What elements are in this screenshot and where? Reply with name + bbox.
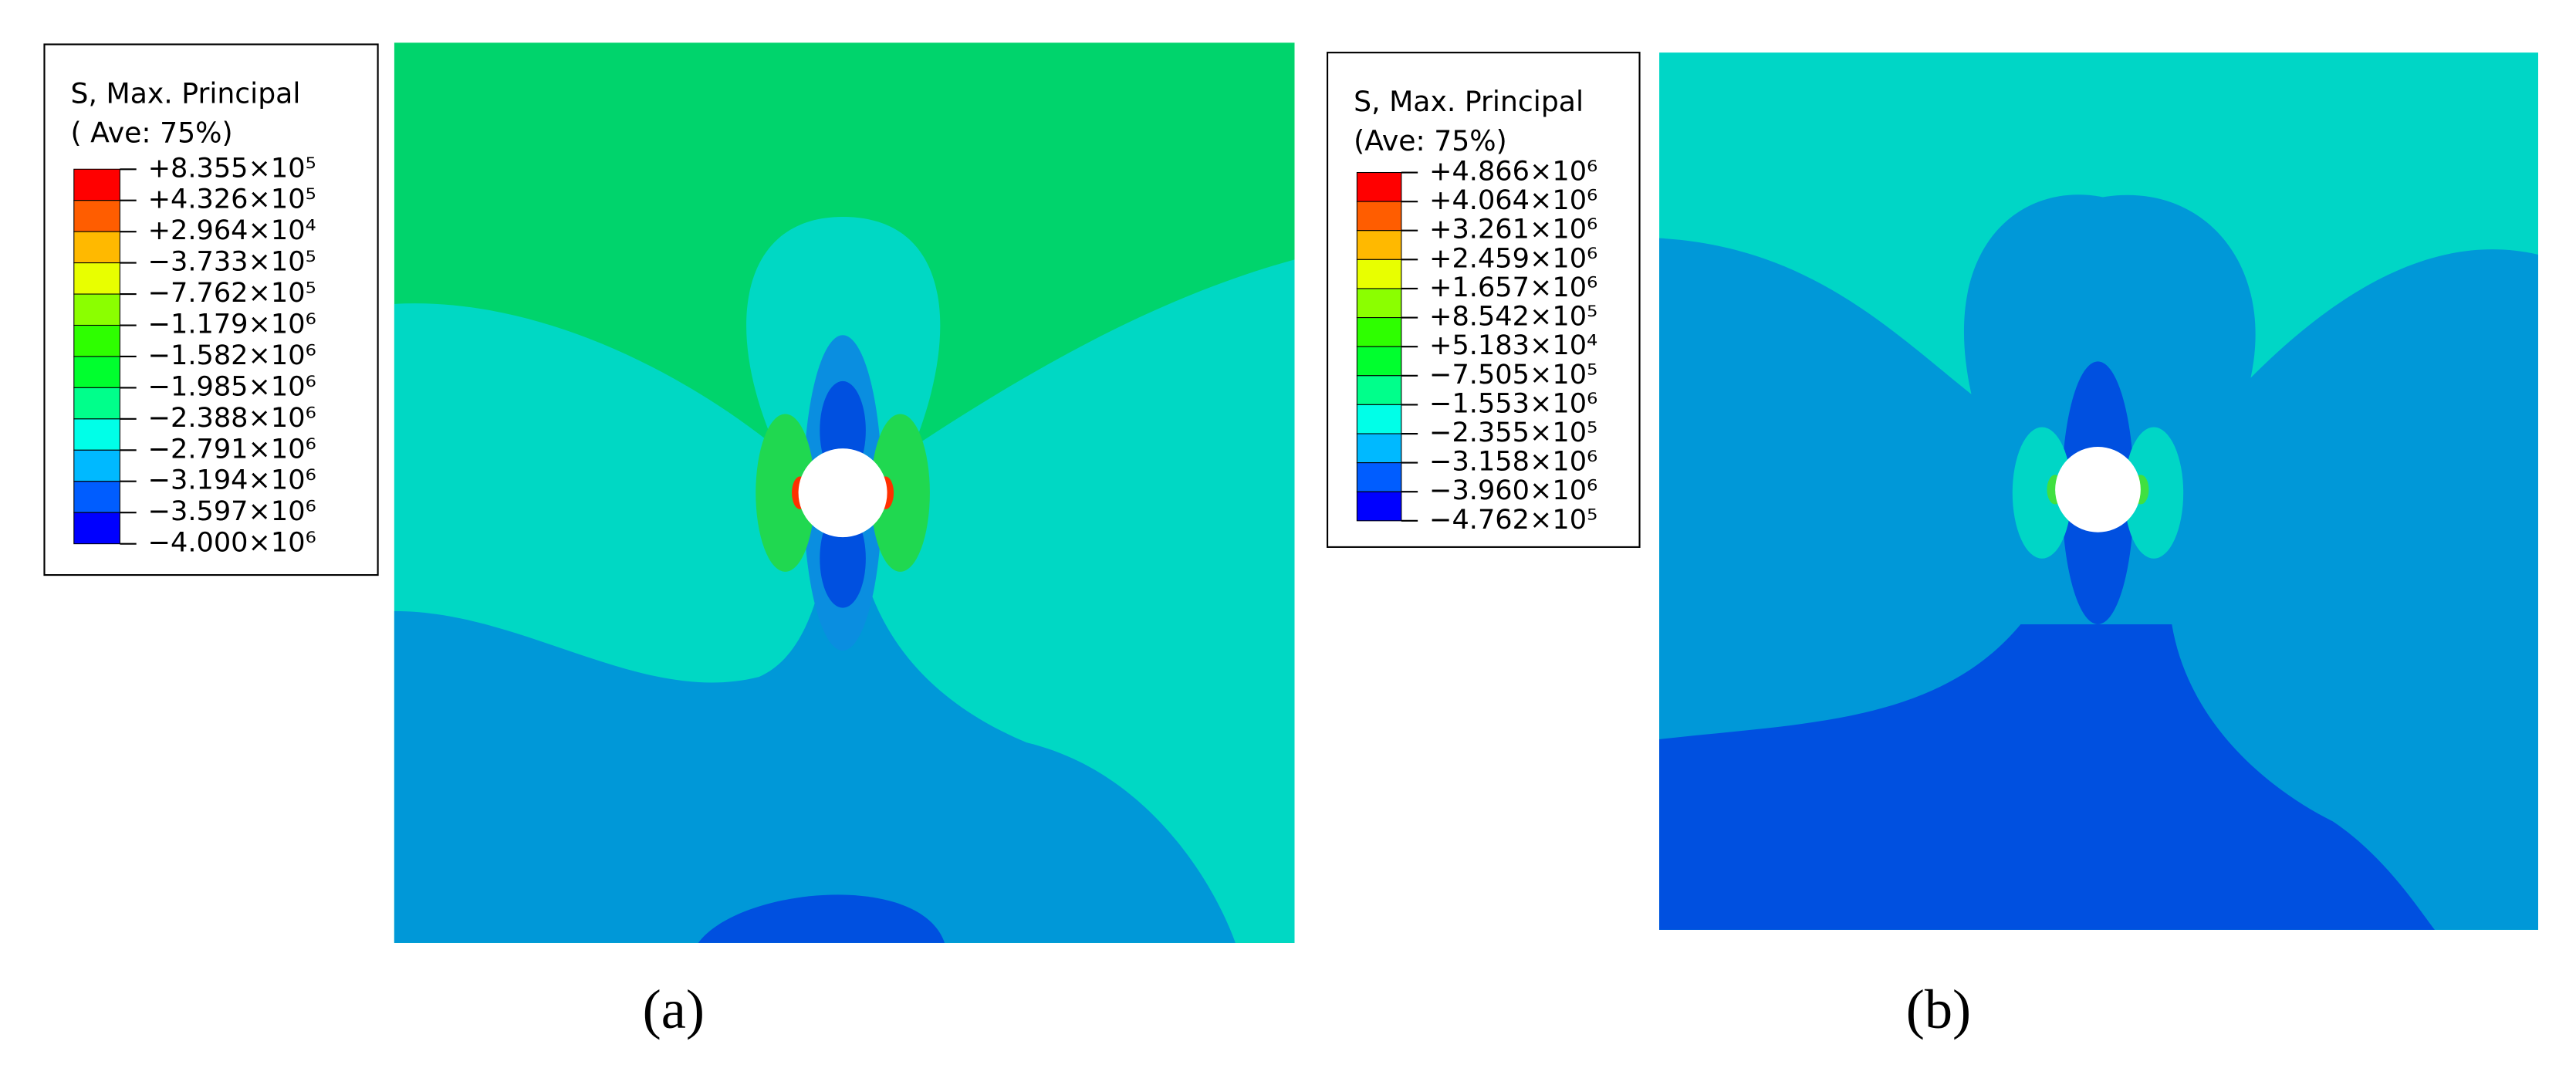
legend-swatch (1356, 404, 1402, 434)
legend-label: −4.762×10⁵ (1429, 504, 1597, 536)
legend-subtitle: ( Ave: 75%) (71, 117, 233, 150)
legend-label: +8.542×10⁵ (1429, 301, 1597, 333)
legend-label: +2.459×10⁶ (1429, 242, 1597, 274)
legend-swatch (73, 481, 120, 513)
legend-swatch (1356, 201, 1402, 232)
legend-swatch (73, 262, 120, 295)
legend-title: S, Max. Principal (71, 76, 301, 110)
legend-label: +2.964×10⁴ (148, 215, 316, 246)
figure-content: S, Max. Principal( Ave: 75%)+8.355×10⁵+4… (43, 42, 2538, 1040)
legend-label: +4.866×10⁶ (1429, 156, 1597, 188)
contour-plot-b (1659, 52, 2538, 930)
legend-label: −3.960×10⁶ (1429, 475, 1597, 506)
legend-swatch (73, 168, 120, 201)
legend-swatch (1356, 288, 1402, 319)
legend-swatch (73, 356, 120, 388)
legend-label: −7.762×10⁵ (148, 277, 316, 309)
legend-label: −2.388×10⁶ (148, 402, 316, 434)
legend-swatch (73, 293, 120, 326)
region (698, 894, 945, 943)
legend-label: −1.985×10⁶ (148, 370, 316, 402)
panel-caption: (b) (1906, 979, 1971, 1040)
legend-label: −4.000×10⁶ (148, 527, 316, 559)
legend-swatch (1356, 171, 1402, 202)
legend-label: −2.791×10⁶ (148, 433, 316, 465)
region (2124, 427, 2184, 559)
legend-label: −3.194×10⁶ (148, 465, 316, 496)
legend-swatch (73, 200, 120, 232)
legend-label: −2.355×10⁵ (1429, 417, 1597, 448)
legend-label: +8.355×10⁵ (148, 152, 316, 184)
legend-label: +1.657×10⁶ (1429, 272, 1597, 303)
legend-swatch (1356, 317, 1402, 347)
legend-subtitle: (Ave: 75%) (1354, 124, 1507, 157)
legend-label: −7.505×10⁵ (1429, 359, 1597, 390)
region (394, 542, 1236, 943)
contour-plot-a (394, 42, 1295, 943)
legend-label: −3.597×10⁶ (148, 495, 316, 527)
legend-swatch (1356, 462, 1402, 492)
hole (2055, 447, 2141, 532)
legend-swatch (1356, 433, 1402, 464)
legend-label: −3.733×10⁵ (148, 246, 316, 278)
legend-swatch (73, 231, 120, 264)
legend-swatch (1356, 230, 1402, 260)
legend-swatch (1356, 259, 1402, 289)
legend-swatch (73, 324, 120, 357)
legend-label: +3.261×10⁶ (1429, 214, 1597, 245)
legend-label: −3.158×10⁶ (1429, 446, 1597, 478)
legend-swatch (1356, 346, 1402, 377)
panel-caption: (a) (643, 979, 705, 1040)
legend-swatch (73, 449, 120, 482)
legend-label: −1.582×10⁶ (148, 340, 316, 371)
legend-swatch (73, 387, 120, 420)
region (1659, 624, 2435, 930)
legend-swatch (1356, 491, 1402, 522)
legend-swatch (73, 418, 120, 451)
legend-label: +4.326×10⁵ (148, 184, 316, 215)
legend-title: S, Max. Principal (1354, 85, 1584, 118)
legend-label: +5.183×10⁴ (1429, 330, 1597, 361)
legend-swatch (1356, 375, 1402, 405)
region (756, 414, 815, 572)
region (2012, 427, 2072, 559)
region (870, 414, 930, 572)
legend-label: −1.553×10⁶ (1429, 387, 1597, 419)
legend-swatch (73, 512, 120, 545)
legend-label: −1.179×10⁶ (148, 309, 316, 340)
legend-label: +4.064×10⁶ (1429, 184, 1597, 216)
hole (798, 448, 887, 538)
